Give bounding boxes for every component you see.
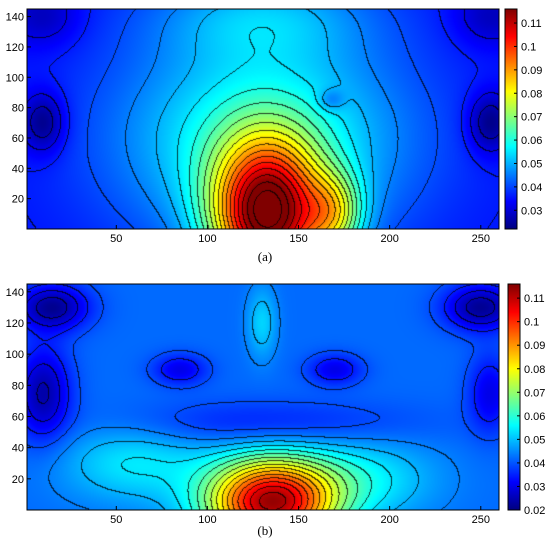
x-tick-label: 150 [289,233,307,245]
x-tick-label: 100 [198,233,216,245]
colorbar-tick-label: 0.06 [521,135,542,147]
colorbar-tick-label: 0.05 [521,158,542,170]
y-tick-label: 120 [6,318,24,330]
colorbar-tick-label: 0.04 [521,182,542,194]
x-tick-label: 250 [472,233,490,245]
caption-a: (a) [258,249,272,264]
colorbar-tick-label: 0.11 [521,18,542,30]
colorbar-tick-label: 0.09 [524,340,545,352]
y-tick-label: 20 [12,194,24,206]
heatmap-image-a [27,9,499,229]
colorbar-tick-label: 0.04 [524,458,545,470]
colorbar-tick-label: 0.1 [521,41,536,53]
colorbar-tick-label: 0.07 [521,112,542,124]
colorbar-tick-label: 0.03 [524,481,545,493]
x-tick-label: 100 [198,514,216,526]
colorbar-tick-label: 0.07 [524,387,545,399]
plot-frame-b [26,283,500,511]
x-tick-label: 200 [380,514,398,526]
y-tick-label: 40 [12,163,24,175]
y-tick-label: 120 [6,42,24,54]
colorbar-tick-label: 0.08 [524,364,545,376]
caption-b: (b) [257,523,272,538]
colorbar-tick-label: 0.09 [521,65,542,77]
colorbar-tick-label: 0.06 [524,411,545,423]
colorbar-tick-label: 0.03 [521,205,542,217]
colorbar-ticks-b: 0.02 0.03 0.04 0.05 0.06 0.07 0.08 0.09 0.1 0.11 [517,293,545,517]
colorbar-frame-b [507,283,521,511]
colorbar-tick-label: 0.08 [521,88,542,100]
x-tick-label: 50 [110,233,122,245]
colorbar-tick-label: 0.1 [524,317,539,329]
plot-frame-a [26,8,500,230]
colorbar-a [505,9,517,229]
x-tick-label: 50 [110,514,122,526]
y-tick-label: 80 [12,380,24,392]
y-tick-label: 20 [12,474,24,486]
x-tick-label: 150 [289,514,307,526]
colorbar-ticks-a: 0.03 0.04 0.05 0.06 0.07 0.08 0.09 0.1 0.11 [514,18,542,217]
y-axis-a: 20 40 60 80 100 120 140 [6,12,31,206]
colorbar-b [508,284,520,510]
x-tick-label: 250 [472,514,490,526]
y-tick-label: 100 [6,349,24,361]
y-tick-label: 60 [12,411,24,423]
x-axis-a: 50 100 150 200 250 [110,225,490,245]
y-tick-label: 100 [6,72,24,84]
x-axis-b: 50 100 150 200 250 [110,506,490,526]
y-axis-b: 20 40 60 80 100 120 140 [6,287,31,486]
y-tick-label: 140 [6,12,24,24]
colorbar-tick-label: 0.11 [524,293,545,305]
colorbar-frame-a [504,8,518,230]
y-tick-label: 40 [12,443,24,455]
colorbar-tick-label: 0.02 [524,505,545,517]
y-tick-label: 140 [6,287,24,299]
y-tick-label: 60 [12,133,24,145]
y-tick-label: 80 [12,103,24,115]
x-tick-label: 200 [380,233,398,245]
colorbar-tick-label: 0.05 [524,434,545,446]
heatmap-image-b [27,284,499,510]
